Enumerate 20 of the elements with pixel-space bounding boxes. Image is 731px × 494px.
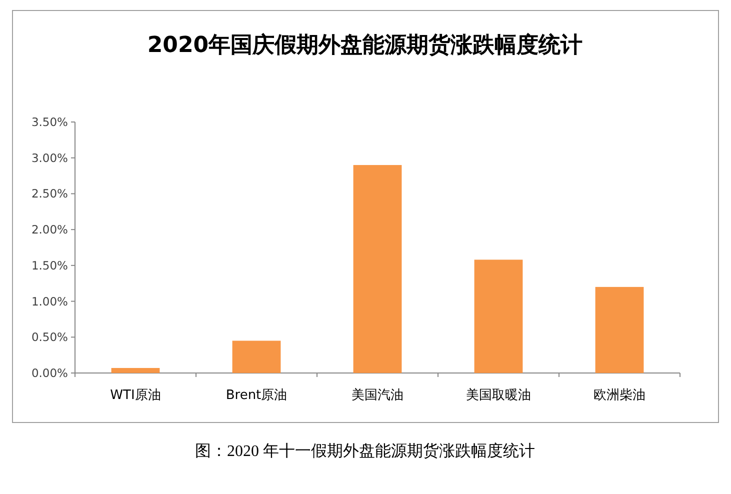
y-tick-label: 0.50% xyxy=(31,330,68,344)
bar xyxy=(232,340,281,373)
y-tick-label: 3.00% xyxy=(31,150,68,165)
x-tick-label: 美国取暖油 xyxy=(466,387,531,403)
x-tick-label: 美国汽油 xyxy=(352,387,404,403)
y-tick-label: 1.50% xyxy=(31,258,68,272)
bar xyxy=(474,260,523,373)
chart-title: 2020年国庆假期外盘能源期货涨跌幅度统计 xyxy=(147,32,583,58)
y-tick-label: 2.00% xyxy=(31,222,68,237)
x-tick-label: Brent原油 xyxy=(226,388,288,403)
y-tick-label: 0.00% xyxy=(31,366,68,380)
bar xyxy=(111,368,160,373)
x-tick-label: 欧洲柴油 xyxy=(594,388,646,403)
x-tick-label: WTI原油 xyxy=(110,388,161,403)
y-tick-label: 3.50% xyxy=(31,115,68,129)
y-tick-label: 2.50% xyxy=(31,186,68,201)
text: 图：2020 年十一假期外盘能源期货涨跌幅度统计 xyxy=(195,442,535,460)
y-tick-label: 1.00% xyxy=(31,294,68,308)
bar xyxy=(595,286,644,373)
bar xyxy=(353,165,402,373)
